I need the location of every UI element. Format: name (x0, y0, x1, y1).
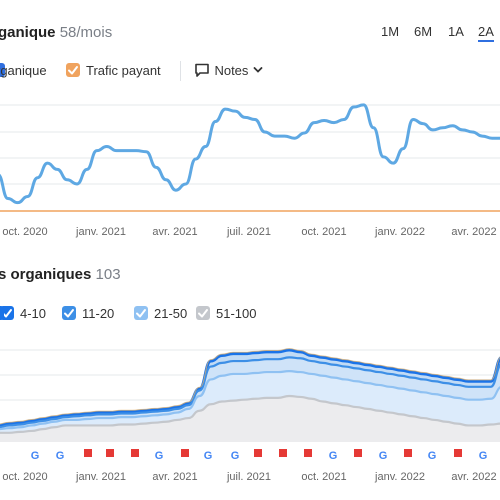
note-flag-icon[interactable] (354, 449, 362, 457)
series-line-51-100 (0, 394, 500, 434)
x-tick-label: janv. 2021 (75, 471, 126, 483)
google-update-icon[interactable]: G (204, 450, 213, 462)
google-update-icon[interactable]: G (428, 450, 437, 462)
x-tick-label: avr. 2022 (451, 226, 496, 238)
position-51-100-checkbox[interactable] (196, 306, 210, 320)
paid-traffic-checkbox[interactable] (66, 63, 80, 77)
note-flag-icon[interactable] (84, 449, 92, 457)
x-tick-label: oct. 2020 (2, 226, 47, 238)
area-51-100 (0, 396, 500, 442)
series-line-21-50 (0, 370, 500, 431)
x-tick-label: janv. 2022 (374, 471, 425, 483)
check-icon (198, 309, 208, 318)
organic-traffic-line (0, 103, 500, 205)
google-update-icon[interactable]: G (56, 450, 65, 462)
page-title: ganique 58/mois (0, 24, 112, 41)
position-1-3-checkbox[interactable] (0, 306, 4, 320)
note-flag-icon[interactable] (304, 449, 312, 457)
notes-button[interactable]: Notes (194, 62, 263, 80)
check-icon (64, 309, 74, 318)
notes-icon (195, 63, 209, 77)
series-line-11-20 (0, 356, 500, 429)
x-tick-label: juil. 2021 (226, 226, 271, 238)
note-flag-icon[interactable] (279, 449, 287, 457)
note-flag-icon[interactable] (454, 449, 462, 457)
position-51-100-label: 51-100 (216, 306, 257, 321)
chevron-down-icon (253, 67, 263, 73)
organic-traffic-label: rganique (0, 63, 47, 78)
x-tick-label: oct. 2021 (301, 226, 346, 238)
keywords-count: 103 (95, 266, 121, 283)
x-tick-label: janv. 2022 (374, 226, 425, 238)
note-flag-icon[interactable] (404, 449, 412, 457)
range-1a-button[interactable]: 1A (448, 24, 464, 39)
series-line-4-10 (0, 348, 500, 427)
notes-label: Notes (214, 63, 249, 78)
section-title: s organiques (0, 266, 92, 283)
google-update-icon[interactable]: G (329, 450, 338, 462)
keywords-section-title: s organiques 103 (0, 266, 121, 283)
note-flag-icon[interactable] (181, 449, 189, 457)
organic-traffic-chart: oct. 2020 janv. 2021 avr. 2021 juil. 2021 oc… (0, 103, 500, 238)
position-11-20-checkbox[interactable] (62, 306, 76, 320)
google-update-icon[interactable]: G (231, 450, 240, 462)
google-update-icon[interactable]: G (379, 450, 388, 462)
x-tick-label: avr. 2021 (152, 226, 197, 238)
x-tick-label: juil. 2021 (226, 471, 271, 483)
position-4-10-label: 4-10 (20, 306, 47, 321)
range-6m-button[interactable]: 6M (414, 24, 433, 39)
x-tick-label: oct. 2020 (2, 471, 47, 483)
x-tick-label: avr. 2021 (152, 471, 197, 483)
google-update-icon[interactable]: G (31, 450, 40, 462)
position-11-20-label: 11-20 (82, 306, 115, 321)
check-icon (136, 309, 146, 318)
traffic-metric: 58/mois (59, 24, 113, 41)
google-update-icon[interactable]: G (155, 450, 164, 462)
note-flag-icon[interactable] (254, 449, 262, 457)
x-tick-label: avr. 2022 (451, 471, 496, 483)
top-edge-line (0, 348, 500, 425)
paid-traffic-label: Trafic payant (86, 63, 161, 78)
legend-divider (180, 61, 181, 81)
note-flag-icon[interactable] (106, 449, 114, 457)
range-1m-button[interactable]: 1M (381, 24, 400, 39)
chart-title: ganique (0, 24, 56, 41)
check-icon (2, 309, 12, 318)
google-update-icon[interactable]: G (479, 450, 488, 462)
position-21-50-label: 21-50 (154, 306, 188, 321)
position-21-50-checkbox[interactable] (134, 306, 148, 320)
x-tick-label: oct. 2021 (301, 471, 346, 483)
note-flag-icon[interactable] (131, 449, 139, 457)
range-2a-button[interactable]: 2A (478, 24, 494, 42)
check-icon (68, 66, 78, 75)
x-tick-label: janv. 2021 (75, 226, 126, 238)
organic-checkbox[interactable] (0, 63, 5, 77)
